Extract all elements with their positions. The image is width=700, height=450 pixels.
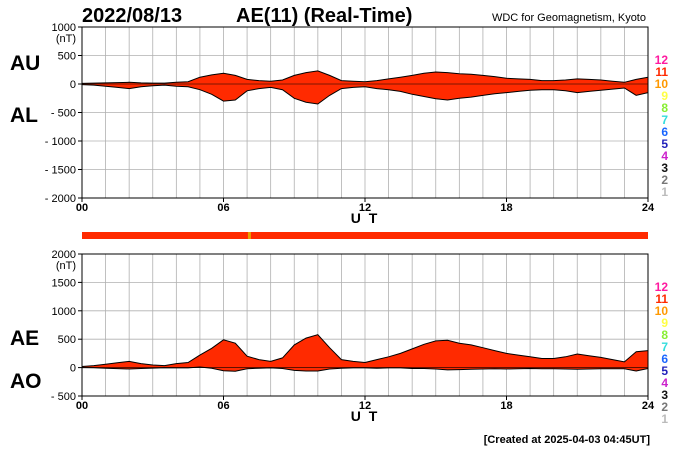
legend-level-7: 7 [661,340,668,354]
x-tick-label: 06 [217,400,229,412]
band-fill [82,70,648,104]
ae-label: AE [10,327,39,350]
au-al-x-axis-label: U T [351,210,380,226]
ae-ao-x-axis-label: U T [351,408,380,424]
index-title: AE(11) (Real-Time) [236,5,412,27]
x-tick-label: 06 [217,202,229,214]
ae-ao-y-ticks: 2000 1500 1000 500 0 - 500 [51,249,82,403]
legend-level-12: 12 [655,280,669,294]
band-fill [82,334,648,372]
legend-level-3: 3 [661,388,668,402]
legend-level-11: 11 [655,292,668,306]
legend-level-8: 8 [661,101,668,115]
au-al-grid [82,27,648,198]
y-tick-label: - 2000 [45,193,76,205]
legend-level-10: 10 [655,304,669,318]
au-series-line [81,70,649,84]
legend-level-2: 2 [661,400,668,414]
date-title: 2022/08/13 [82,5,182,27]
legend-level-7: 7 [661,113,668,127]
y-tick-label: 0 [70,363,76,375]
ae-ao-y-unit: (nT) [56,260,76,272]
ae-ao-grid [82,254,648,396]
x-tick-label: 00 [76,202,88,214]
legend-level-10: 10 [655,77,669,91]
legend-level-5: 5 [661,364,668,378]
au-al-y-unit: (nT) [56,33,76,45]
ae-ao-x-ticks: 00 06 12 18 24 [76,396,655,412]
y-tick-label: - 1500 [45,165,76,177]
au-label: AU [10,52,40,75]
legend-level-12: 12 [655,53,669,67]
ae-ao-area [81,334,649,372]
legend-level-4: 4 [661,376,668,390]
au-al-area [81,70,649,105]
au-al-y-ticks: 1000 500 0 - 500 - 1000 - 1500 - 2000 [45,22,82,205]
y-tick-label: 1500 [52,277,76,289]
legend-level-1: 1 [661,412,668,426]
al-series-line [81,84,649,105]
x-tick-label: 24 [642,202,655,214]
legend-level-4: 4 [661,149,668,163]
ae-series-line [81,334,649,367]
data-status-bar [82,232,648,239]
y-tick-label: 1000 [52,306,76,318]
created-timestamp: [Created at 2025-04-03 04:45UT] [484,434,651,446]
x-tick-label: 24 [642,400,655,412]
ao-label: AO [10,370,42,393]
y-tick-label: 500 [58,51,76,63]
y-tick-label: - 1000 [45,136,76,148]
legend-level-11: 11 [655,65,668,79]
legend-level-6: 6 [661,125,668,139]
al-label: AL [10,104,38,127]
x-tick-label: 00 [76,400,88,412]
legend-level-2: 2 [661,173,668,187]
legend-level-9: 9 [661,89,668,103]
legend-level-9: 9 [661,316,668,330]
y-tick-label: - 500 [51,391,76,403]
data-status-marker [247,232,251,239]
legend-level-6: 6 [661,352,668,366]
au-al-x-ticks: 00 06 12 18 24 [76,198,655,214]
x-tick-label: 18 [500,400,512,412]
legend-level-3: 3 [661,161,668,175]
x-tick-label: 18 [500,202,512,214]
y-tick-label: 2000 [52,249,76,261]
x-tick-label: 12 [359,400,371,412]
y-tick-label: 0 [70,79,76,91]
source-credit: WDC for Geomagnetism, Kyoto [492,12,646,24]
legend-level-1: 1 [661,185,668,199]
legend-level-8: 8 [661,328,668,342]
legend-level-5: 5 [661,137,668,151]
x-tick-label: 12 [359,202,371,214]
y-tick-label: 500 [58,334,76,346]
y-tick-label: 1000 [52,22,76,34]
y-tick-label: - 500 [51,108,76,120]
